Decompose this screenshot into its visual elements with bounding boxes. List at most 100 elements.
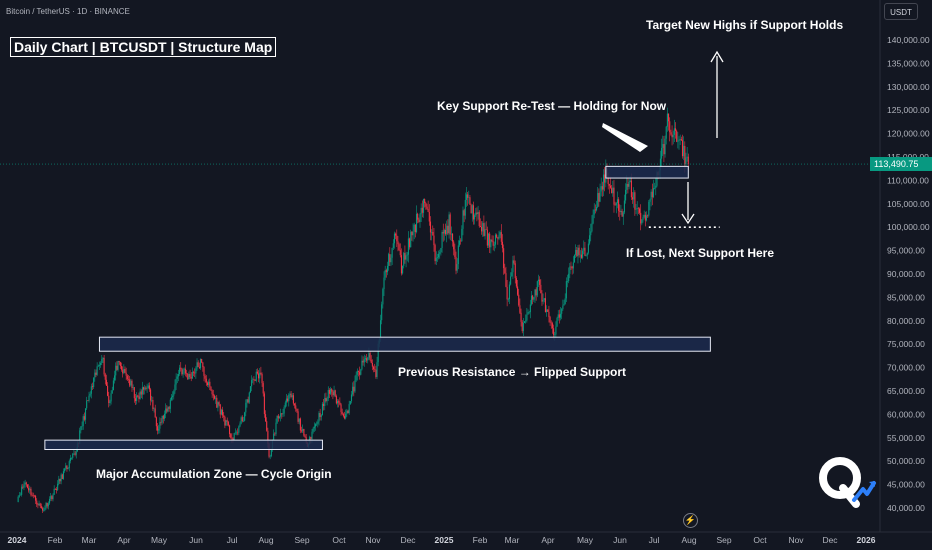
candle-body — [182, 369, 184, 375]
candle-body — [320, 415, 322, 418]
candle-body — [104, 374, 106, 380]
candle-body — [294, 403, 296, 406]
candle-body — [145, 387, 147, 389]
candle-body — [347, 410, 349, 414]
candle-body — [342, 413, 344, 417]
candle-body — [349, 401, 351, 405]
candle-body — [35, 495, 37, 501]
candle-body — [184, 368, 186, 374]
down-arrow-head — [681, 213, 695, 225]
candle-body — [443, 229, 445, 234]
candle-body — [377, 343, 379, 363]
candle-body — [548, 311, 550, 318]
candle-body — [641, 220, 643, 224]
candle-body — [319, 413, 321, 418]
candle-body — [512, 260, 514, 273]
candle-body — [102, 357, 104, 359]
candle-body — [621, 210, 623, 217]
candle-body — [345, 413, 347, 419]
support-zone-3 — [605, 165, 689, 179]
y-tick-label: 90,000.00 — [887, 269, 925, 279]
candle-body — [513, 260, 515, 264]
candle-body — [144, 387, 146, 390]
candle-body — [583, 247, 585, 251]
candle-body — [112, 380, 114, 391]
candle-body — [244, 412, 246, 421]
support-zone-1 — [44, 439, 323, 451]
candle-body — [161, 415, 163, 423]
candle-body — [644, 214, 646, 221]
candle-body — [59, 478, 61, 482]
candle-body — [590, 231, 592, 236]
candle-body — [210, 386, 212, 391]
lightning-icon[interactable]: ⚡ — [683, 513, 698, 528]
candle-body — [573, 255, 576, 263]
candle-body — [127, 379, 130, 380]
candle-body — [45, 502, 47, 508]
candle-body — [645, 215, 648, 221]
candle-body — [44, 507, 46, 511]
candle-body — [413, 224, 415, 232]
candle-body — [462, 210, 464, 229]
candle-body — [592, 214, 594, 224]
x-tick-label: Oct — [332, 535, 346, 545]
candle-body — [598, 193, 600, 202]
candle-body — [398, 244, 400, 251]
candle-body — [671, 134, 673, 138]
candle-body — [424, 198, 426, 204]
candle-body — [188, 373, 190, 379]
candle-body — [504, 268, 506, 274]
candle-body — [23, 484, 25, 488]
candle-body — [131, 380, 133, 388]
candle-body — [189, 373, 191, 377]
candle-body — [268, 443, 270, 457]
candle-body — [542, 299, 544, 302]
candle-body — [576, 249, 578, 257]
candle-body — [235, 432, 238, 434]
candle-body — [253, 379, 255, 380]
candle-body — [511, 272, 513, 277]
candle-body — [192, 371, 195, 373]
candle-body — [465, 194, 468, 200]
candle-body — [259, 372, 261, 379]
candle-body — [148, 385, 150, 390]
candle-body — [613, 187, 615, 205]
candle-body — [601, 186, 603, 190]
candle-body — [477, 212, 479, 214]
candle-body — [440, 248, 442, 253]
x-tick-label: Dec — [400, 535, 416, 545]
candle-body — [186, 373, 188, 375]
candle-body — [196, 362, 198, 369]
candle-body — [678, 139, 680, 142]
candle-body — [284, 402, 286, 408]
candle-body — [618, 199, 620, 211]
candle-body — [230, 434, 232, 438]
candle-body — [627, 183, 629, 187]
candle-body — [656, 172, 658, 186]
candle-body — [663, 144, 665, 155]
candle-body — [681, 140, 684, 157]
candle-body — [527, 312, 529, 315]
candle-body — [324, 397, 326, 407]
candle-body — [541, 293, 543, 302]
annotation-prev-resistance: Previous Resistance → Flipped Support — [398, 365, 627, 379]
candle-body — [18, 495, 20, 497]
candle-body — [17, 496, 19, 503]
candle-body — [42, 508, 44, 511]
candle-body — [463, 210, 465, 216]
candle-body — [370, 359, 372, 363]
candle-body — [539, 279, 541, 285]
x-tick-label: Nov — [365, 535, 381, 545]
candle-body — [215, 397, 217, 399]
candle-body — [497, 237, 499, 239]
candle-body — [460, 240, 462, 242]
candle-body — [239, 423, 241, 427]
currency-selector[interactable]: USDT — [884, 3, 918, 20]
candle-body — [382, 289, 384, 305]
candle-body — [130, 380, 132, 386]
candle-body — [276, 415, 278, 423]
candle-body — [83, 416, 85, 420]
x-tick-label: Dec — [822, 535, 838, 545]
